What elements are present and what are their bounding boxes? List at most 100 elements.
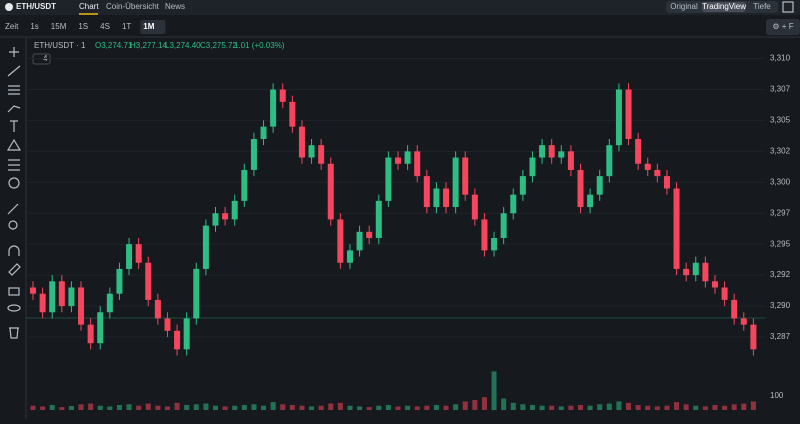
- lock-draw-tool[interactable]: [8, 263, 21, 276]
- volume-bar: [357, 406, 363, 410]
- top-bar: [0, 0, 800, 15]
- candle-body: [30, 287, 36, 294]
- volume-bar: [664, 405, 670, 410]
- volume-bar: [424, 405, 430, 410]
- candle-body: [260, 126, 267, 139]
- line-tool[interactable]: [7, 65, 21, 77]
- candle-body: [87, 324, 94, 344]
- volume-bar: [654, 406, 660, 410]
- interval-active: [140, 20, 166, 34]
- candle-body: [673, 188, 680, 269]
- volume-bar: [635, 405, 641, 410]
- visibility-tool[interactable]: [7, 304, 21, 312]
- ruler-tool[interactable]: [7, 203, 19, 215]
- y-tick-label: 3,310: [770, 54, 791, 63]
- candle-body: [183, 318, 190, 350]
- emoji-tool[interactable]: [8, 177, 20, 189]
- volume-bar: [251, 404, 257, 410]
- settings-icon: ⚙ + F: [772, 22, 793, 31]
- candle-body: [231, 200, 238, 220]
- y-tick-label: 3,292: [770, 270, 791, 279]
- symbol[interactable]: ETH/USDT: [16, 2, 56, 11]
- fullscreen-icon[interactable]: [782, 1, 794, 13]
- toolbar: Zeit 1s 15M 1S 4S 1T 1M: [5, 20, 166, 34]
- zoom-tool[interactable]: [8, 220, 18, 230]
- view-option[interactable]: TradingView: [702, 2, 746, 11]
- volume-bar: [107, 406, 113, 410]
- delete-tool[interactable]: [9, 327, 19, 339]
- interval[interactable]: 1M: [143, 22, 154, 31]
- candle-body: [270, 89, 277, 127]
- interval[interactable]: Zeit: [5, 22, 19, 31]
- volume-bar: [126, 404, 132, 410]
- y-tick-label: 3,300: [770, 177, 791, 186]
- volume-bar: [568, 405, 574, 410]
- volume-bar: [164, 406, 170, 410]
- volume-bar: [712, 405, 718, 410]
- candle-body: [625, 89, 632, 139]
- chart: 3,287 3,290 3,292 3,295 3,297 3,300 3,302 3,305…: [27, 54, 791, 410]
- volume-bar: [385, 405, 391, 410]
- volume-bar: [145, 403, 151, 410]
- candle-body: [702, 262, 709, 282]
- volume-bar: [318, 405, 324, 410]
- candle-body: [164, 318, 171, 331]
- settings-button[interactable]: [766, 19, 800, 35]
- volume-bar: [443, 405, 449, 410]
- brush-tool[interactable]: [7, 105, 21, 113]
- volume-bar: [491, 371, 497, 410]
- volume-bar: [280, 404, 286, 410]
- candle-body: [241, 169, 248, 201]
- volume-bar: [520, 404, 526, 410]
- volume-bar: [213, 405, 218, 410]
- view-option[interactable]: Tiefe: [753, 2, 771, 11]
- volume-bar: [750, 401, 756, 410]
- magnet-tool[interactable]: [8, 245, 20, 256]
- volume-bar: [40, 406, 46, 410]
- candle-body: [49, 281, 56, 313]
- candle-body: [481, 219, 488, 251]
- interval[interactable]: 4S: [100, 22, 110, 31]
- volume-bar: [414, 406, 420, 410]
- lock-tool[interactable]: [8, 287, 20, 296]
- candle-body: [519, 176, 526, 195]
- volume-bar: [203, 403, 209, 410]
- fib-tool[interactable]: [8, 159, 20, 171]
- view-option[interactable]: Original: [670, 2, 698, 11]
- y-tick-label: 3,295: [770, 239, 791, 248]
- channel-tool[interactable]: [8, 85, 20, 95]
- candle-body: [346, 250, 353, 263]
- candle-body: [491, 237, 498, 251]
- volume-bar: [433, 405, 439, 410]
- interval[interactable]: 1s: [30, 22, 38, 31]
- candle-body: [587, 194, 594, 208]
- tab[interactable]: Coin-Übersicht: [106, 2, 160, 11]
- interval[interactable]: 1S: [78, 22, 88, 31]
- candle-body: [126, 244, 133, 269]
- volume-bar: [376, 405, 382, 410]
- candle-body: [635, 138, 642, 164]
- candle-body: [452, 157, 459, 208]
- pattern-tool[interactable]: [6, 138, 22, 151]
- interval[interactable]: 15M: [51, 22, 67, 31]
- volume-bar: [462, 401, 468, 410]
- tab[interactable]: Chart: [79, 2, 99, 11]
- volume-bar: [309, 406, 315, 410]
- tab[interactable]: News: [165, 2, 185, 11]
- candle-body: [58, 281, 65, 307]
- candle-body: [222, 213, 229, 220]
- text-tool[interactable]: [10, 120, 18, 132]
- volume-tick-label: 100: [770, 391, 784, 400]
- volume-bar: [232, 405, 238, 410]
- y-tick-label: 3,302: [770, 146, 791, 155]
- candle-body: [606, 145, 613, 177]
- candle-body: [423, 176, 430, 208]
- interval[interactable]: 1T: [122, 22, 131, 31]
- legend-symbol: ETH/USDT · 1: [34, 41, 86, 50]
- volume-bar: [366, 407, 372, 410]
- crosshair-tool[interactable]: [9, 47, 19, 57]
- candle-body: [471, 194, 478, 220]
- candle-body: [548, 145, 555, 158]
- volume-bar: [395, 406, 401, 410]
